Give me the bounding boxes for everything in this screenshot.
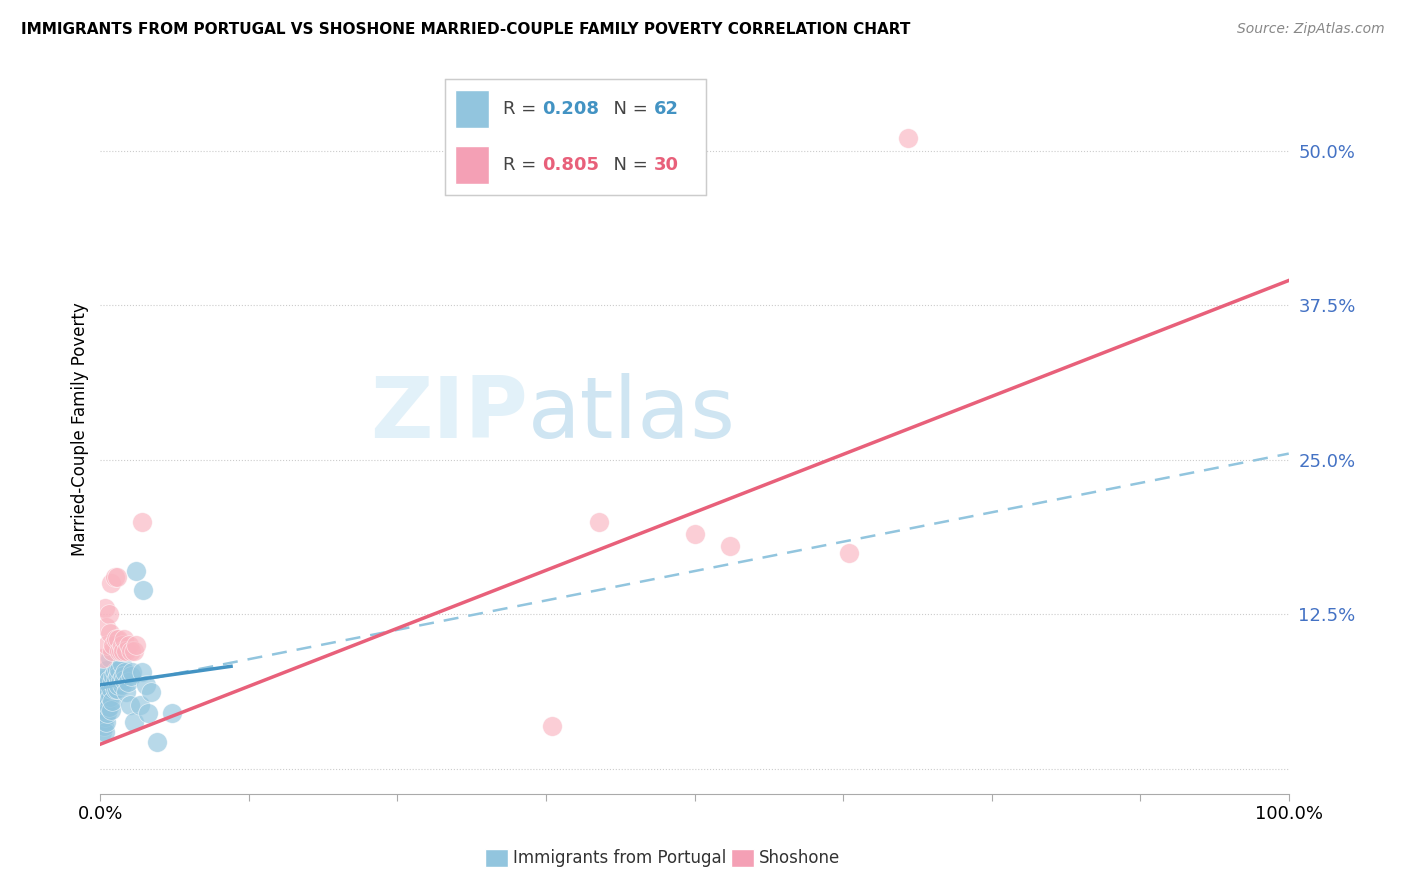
Point bbox=[96, 694, 118, 708]
Point bbox=[97, 607, 120, 622]
Point bbox=[98, 690, 121, 705]
Point bbox=[134, 678, 156, 692]
Point bbox=[110, 673, 132, 687]
Point bbox=[90, 713, 112, 727]
Point bbox=[101, 644, 124, 658]
Point bbox=[125, 638, 148, 652]
Point bbox=[111, 638, 134, 652]
Y-axis label: Married-Couple Family Poverty: Married-Couple Family Poverty bbox=[72, 302, 89, 556]
Point bbox=[146, 735, 169, 749]
Point bbox=[112, 673, 135, 687]
Point bbox=[683, 527, 706, 541]
Point bbox=[132, 582, 155, 597]
Point bbox=[96, 663, 118, 677]
Text: Source: ZipAtlas.com: Source: ZipAtlas.com bbox=[1237, 22, 1385, 37]
Point bbox=[93, 706, 115, 721]
Point bbox=[111, 669, 134, 683]
Text: atlas: atlas bbox=[529, 373, 737, 456]
Point bbox=[104, 673, 127, 687]
Text: IMMIGRANTS FROM PORTUGAL VS SHOSHONE MARRIED-COUPLE FAMILY POVERTY CORRELATION C: IMMIGRANTS FROM PORTUGAL VS SHOSHONE MAR… bbox=[21, 22, 911, 37]
Point bbox=[115, 685, 138, 699]
Point bbox=[128, 698, 150, 712]
Point bbox=[131, 515, 153, 529]
Point bbox=[101, 694, 124, 708]
Point bbox=[91, 714, 114, 729]
Point bbox=[101, 675, 124, 690]
Point bbox=[93, 719, 115, 733]
Point bbox=[100, 702, 122, 716]
Point bbox=[121, 665, 143, 680]
Point bbox=[96, 714, 118, 729]
Point bbox=[91, 650, 114, 665]
Point bbox=[96, 620, 118, 634]
Text: ZIP: ZIP bbox=[370, 373, 529, 456]
Point bbox=[114, 665, 136, 680]
Point bbox=[94, 678, 117, 692]
Point bbox=[91, 673, 114, 687]
Point bbox=[588, 515, 610, 529]
Point bbox=[104, 570, 127, 584]
Point bbox=[91, 688, 114, 702]
Point bbox=[105, 681, 128, 696]
Point bbox=[98, 650, 121, 665]
Point bbox=[541, 719, 564, 733]
Point bbox=[131, 665, 153, 680]
Point bbox=[110, 644, 132, 658]
Point bbox=[107, 669, 129, 683]
Point bbox=[90, 694, 112, 708]
Point bbox=[105, 663, 128, 677]
Point bbox=[120, 669, 142, 683]
Text: Shoshone: Shoshone bbox=[759, 849, 841, 867]
Point bbox=[96, 702, 118, 716]
Point bbox=[94, 710, 117, 724]
Point bbox=[94, 698, 117, 712]
Point bbox=[97, 685, 120, 699]
Point bbox=[93, 690, 115, 705]
Point bbox=[112, 632, 135, 646]
Text: Immigrants from Portugal: Immigrants from Portugal bbox=[513, 849, 727, 867]
Point bbox=[90, 724, 112, 739]
Point bbox=[108, 663, 131, 677]
Point bbox=[97, 673, 120, 687]
Point bbox=[105, 570, 128, 584]
Point bbox=[118, 638, 141, 652]
Point bbox=[103, 669, 125, 683]
Point bbox=[94, 601, 117, 615]
Point bbox=[100, 681, 122, 696]
Point bbox=[125, 564, 148, 578]
Point bbox=[111, 657, 134, 671]
Point bbox=[107, 632, 129, 646]
Point bbox=[104, 665, 127, 680]
Point bbox=[96, 688, 118, 702]
Point bbox=[120, 698, 142, 712]
Point bbox=[104, 632, 127, 646]
Point bbox=[90, 681, 112, 696]
Point bbox=[136, 706, 159, 721]
Point bbox=[96, 638, 118, 652]
Point bbox=[100, 576, 122, 591]
Point bbox=[108, 644, 131, 658]
Point bbox=[94, 724, 117, 739]
Point bbox=[107, 678, 129, 692]
Point bbox=[120, 644, 142, 658]
Point bbox=[104, 681, 127, 696]
Point bbox=[141, 685, 163, 699]
Point bbox=[111, 644, 134, 658]
Point bbox=[96, 669, 118, 683]
Point bbox=[103, 638, 125, 652]
Point bbox=[122, 714, 145, 729]
Point bbox=[115, 644, 138, 658]
Point bbox=[838, 545, 860, 559]
Point bbox=[91, 700, 114, 714]
Point bbox=[93, 702, 115, 716]
Point bbox=[122, 644, 145, 658]
Point bbox=[718, 539, 741, 553]
Point bbox=[117, 675, 139, 690]
Point bbox=[98, 626, 121, 640]
Point bbox=[160, 706, 183, 721]
Point bbox=[897, 131, 920, 145]
Point bbox=[96, 706, 118, 721]
Point bbox=[111, 678, 134, 692]
Point bbox=[97, 700, 120, 714]
